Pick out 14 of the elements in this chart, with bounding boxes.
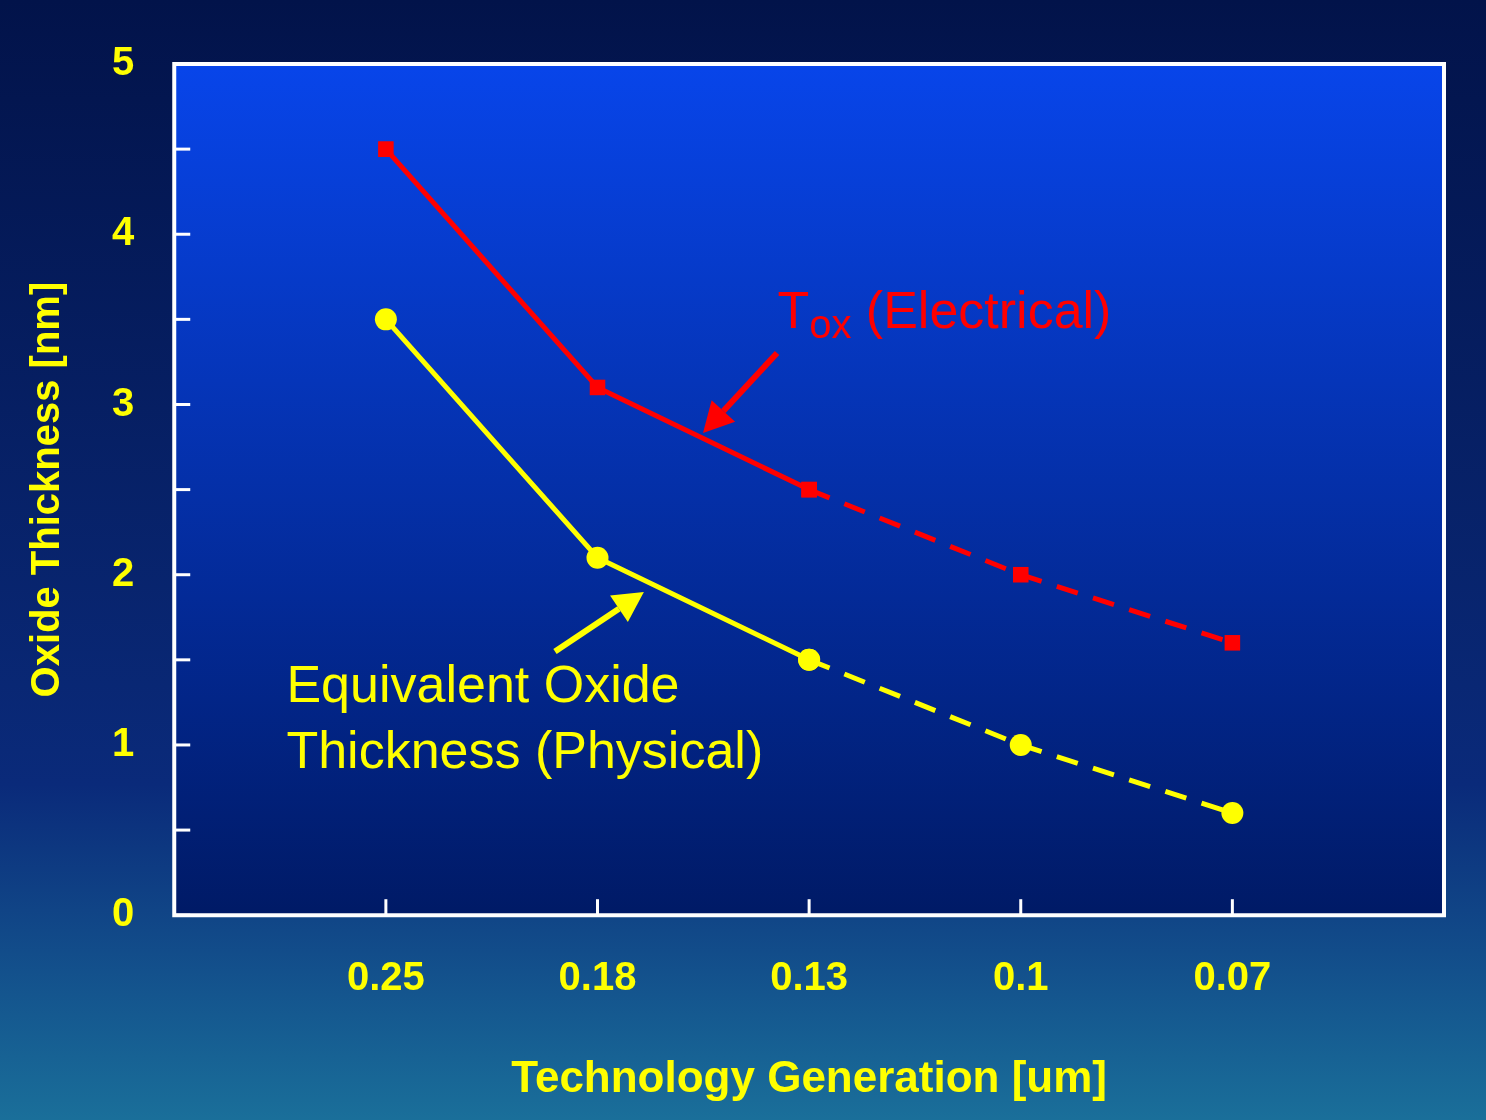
y-tick-label: 1 [112,719,135,764]
y-tick-label: 4 [112,209,135,254]
y-axis-title: Oxide Thickness [nm] [23,281,68,698]
y-tick-label: 5 [112,39,135,84]
series-label: Equivalent Oxide Thickness (Physical) [286,655,764,780]
x-axis-title: Technology Generation [um] [511,1051,1107,1101]
x-tick-label: 0.1 [992,954,1049,999]
x-tick-label: 0.13 [770,954,849,999]
y-tick-label: 3 [112,379,135,424]
y-tick-label: 2 [112,549,135,594]
x-tick-label: 0.07 [1193,954,1272,999]
y-tick-label: 0 [112,890,135,935]
x-tick-label: 0.18 [558,954,637,999]
x-tick-label: 0.25 [346,954,425,999]
